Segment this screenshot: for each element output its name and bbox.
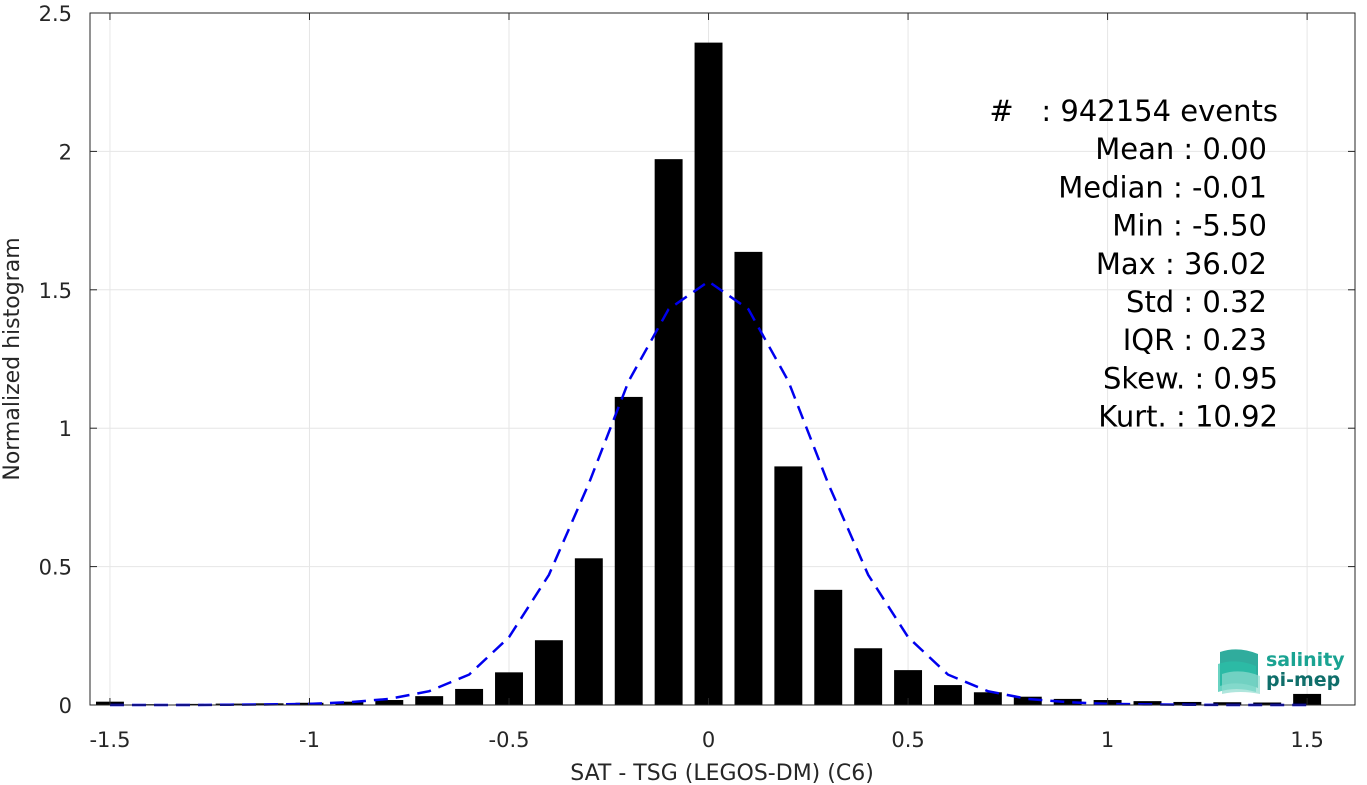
y-tick-label: 0 [59, 694, 72, 718]
histogram-bar [774, 466, 803, 705]
x-axis-title: SAT - TSG (LEGOS-DM) (C6) [570, 761, 874, 785]
histogram-bar [415, 696, 444, 705]
histogram-bar [654, 159, 683, 706]
histogram-bar [1053, 698, 1082, 705]
x-tick-label: 0.5 [891, 728, 924, 752]
x-tick-label: 1.5 [1290, 728, 1323, 752]
y-tick-label: 1.5 [39, 279, 72, 303]
stats-line: Std : 0.32 [1126, 285, 1267, 319]
stats-line: Kurt. : 10.92 [1098, 400, 1278, 434]
stats-line: Mean : 0.00 [1095, 132, 1267, 166]
y-tick-label: 0.5 [39, 556, 72, 580]
histogram-bar [694, 42, 723, 705]
histogram-bar [1013, 696, 1042, 705]
stats-line: # : 942154 events [989, 94, 1278, 128]
stats-line: Skew. : 0.95 [1103, 361, 1278, 395]
histogram-bar [1213, 702, 1242, 705]
x-tick-label: -1.5 [89, 728, 130, 752]
stats-line: Max : 36.02 [1096, 247, 1267, 281]
y-tick-label: 1 [59, 417, 72, 441]
histogram-bar [375, 700, 404, 705]
y-tick-label: 2 [59, 140, 72, 164]
ticks-layer: -1.5 -1 -0.5 0 0.5 1 1.5 0 0.5 1 1.5 2 2.5 [39, 2, 1355, 752]
x-tick-label: 0 [702, 728, 715, 752]
bars-layer [95, 42, 1322, 706]
histogram-bar [335, 701, 364, 705]
stats-box: # : 942154 events Mean : 0.00 Median : -0.… [989, 94, 1278, 434]
stats-line: Min : -5.50 [1112, 209, 1267, 243]
x-tick-label: -1 [299, 728, 320, 752]
logo-wave-icon [1218, 649, 1260, 694]
x-tick-label: 1 [1101, 728, 1114, 752]
histogram-bar [1253, 702, 1282, 705]
x-tick-label: -0.5 [489, 728, 530, 752]
histogram-bar [1133, 701, 1162, 705]
logo-text-pi-mep: pi-mep [1266, 669, 1340, 691]
y-tick-label: 2.5 [39, 2, 72, 26]
histogram-bar [734, 251, 763, 705]
stats-line: Median : -0.01 [1058, 170, 1267, 204]
histogram-bar [973, 692, 1002, 705]
histogram-bar [854, 648, 883, 705]
histogram-bar [814, 589, 843, 705]
y-axis-title: Normalized histogram [0, 237, 25, 480]
salinity-pi-mep-logo: salinity pi-mep [1218, 649, 1345, 694]
plot-frame [89, 12, 1356, 706]
histogram-bar [933, 685, 962, 705]
histogram-bar [614, 396, 643, 705]
stats-line: IQR : 0.23 [1123, 323, 1267, 357]
histogram-bar [455, 688, 484, 705]
histogram-bar [534, 640, 563, 705]
histogram-bar [574, 558, 603, 705]
logo-text-salinity: salinity [1266, 649, 1345, 671]
